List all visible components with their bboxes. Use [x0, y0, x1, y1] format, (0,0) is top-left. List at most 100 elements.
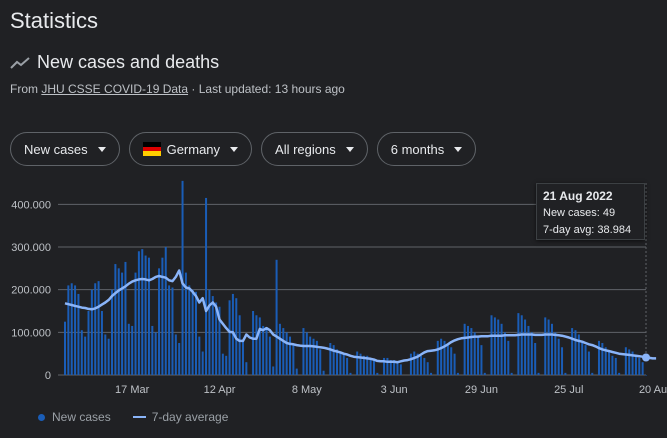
bar[interactable] — [265, 328, 268, 375]
bar[interactable] — [453, 353, 456, 375]
bar[interactable] — [117, 268, 120, 375]
bar[interactable] — [221, 353, 224, 375]
bar[interactable] — [624, 347, 627, 375]
bar[interactable] — [450, 347, 453, 375]
bar[interactable] — [510, 372, 513, 375]
bar[interactable] — [84, 336, 87, 375]
metric-dropdown[interactable]: New cases — [10, 132, 120, 166]
bar[interactable] — [490, 315, 493, 375]
bar[interactable] — [618, 372, 621, 375]
bar[interactable] — [557, 338, 560, 375]
bar[interactable] — [544, 317, 547, 375]
bar[interactable] — [147, 257, 150, 375]
bar[interactable] — [322, 370, 325, 375]
bar[interactable] — [497, 319, 500, 375]
bar[interactable] — [561, 347, 564, 375]
bar[interactable] — [67, 285, 70, 375]
bar[interactable] — [584, 345, 587, 375]
bar[interactable] — [121, 272, 124, 375]
bar[interactable] — [493, 317, 496, 375]
bar[interactable] — [77, 293, 80, 375]
bar[interactable] — [168, 285, 171, 375]
bar[interactable] — [215, 302, 218, 375]
source-link[interactable]: JHU CSSE COVID-19 Data — [41, 82, 189, 96]
bar[interactable] — [198, 336, 201, 375]
bar[interactable] — [608, 351, 611, 375]
bar[interactable] — [507, 340, 510, 375]
bar[interactable] — [184, 272, 187, 375]
bar[interactable] — [205, 197, 208, 375]
bar[interactable] — [483, 372, 486, 375]
bar[interactable] — [389, 360, 392, 375]
bar[interactable] — [372, 360, 375, 375]
bar[interactable] — [137, 251, 140, 375]
bar[interactable] — [443, 340, 446, 375]
bar[interactable] — [356, 351, 359, 375]
bar[interactable] — [547, 319, 550, 375]
bar[interactable] — [426, 362, 429, 375]
bar[interactable] — [295, 368, 298, 375]
bar[interactable] — [550, 323, 553, 375]
bar[interactable] — [144, 255, 147, 375]
bar[interactable] — [517, 313, 520, 375]
bar[interactable] — [359, 353, 362, 375]
bar[interactable] — [587, 351, 590, 375]
bar[interactable] — [238, 315, 241, 375]
bar[interactable] — [369, 357, 372, 375]
bar[interactable] — [74, 285, 77, 375]
bar[interactable] — [319, 349, 322, 375]
bar[interactable] — [332, 345, 335, 375]
bar[interactable] — [161, 257, 164, 375]
bar[interactable] — [440, 338, 443, 375]
bar[interactable] — [611, 355, 614, 375]
bar[interactable] — [164, 247, 167, 375]
bar[interactable] — [154, 332, 157, 375]
bar[interactable] — [349, 372, 352, 375]
bar[interactable] — [90, 289, 93, 375]
bar[interactable] — [70, 283, 73, 375]
bar[interactable] — [396, 362, 399, 375]
bar[interactable] — [218, 306, 221, 375]
bar[interactable] — [312, 338, 315, 375]
bar[interactable] — [107, 338, 110, 375]
bar[interactable] — [188, 285, 191, 375]
bar[interactable] — [631, 351, 634, 375]
bar[interactable] — [467, 325, 470, 375]
bar[interactable] — [456, 372, 459, 375]
bar[interactable] — [305, 332, 308, 375]
bar[interactable] — [416, 353, 419, 375]
bar[interactable] — [241, 340, 244, 375]
bar[interactable] — [272, 366, 275, 375]
bar[interactable] — [571, 328, 574, 375]
bar[interactable] — [413, 351, 416, 375]
bar[interactable] — [245, 362, 248, 375]
bar[interactable] — [100, 311, 103, 375]
bar[interactable] — [127, 323, 130, 375]
bar[interactable] — [228, 300, 231, 375]
bar[interactable] — [194, 291, 197, 375]
bar[interactable] — [500, 323, 503, 375]
bar[interactable] — [339, 351, 342, 375]
bar[interactable] — [104, 334, 107, 375]
bar[interactable] — [252, 311, 255, 375]
bar[interactable] — [527, 325, 530, 375]
bar[interactable] — [336, 349, 339, 375]
bar[interactable] — [534, 343, 537, 375]
bar[interactable] — [577, 334, 580, 375]
bar[interactable] — [638, 357, 641, 375]
bar[interactable] — [503, 332, 506, 375]
bar[interactable] — [470, 328, 473, 375]
bar[interactable] — [64, 321, 66, 375]
bar[interactable] — [383, 357, 386, 375]
bar[interactable] — [97, 281, 100, 375]
bar[interactable] — [275, 259, 278, 375]
bar[interactable] — [174, 334, 177, 375]
bar[interactable] — [399, 364, 402, 375]
bar[interactable] — [604, 347, 607, 375]
bar[interactable] — [315, 340, 318, 375]
bar[interactable] — [292, 345, 295, 375]
bar[interactable] — [524, 319, 527, 375]
bar[interactable] — [409, 353, 412, 375]
bar[interactable] — [114, 264, 117, 375]
bar[interactable] — [520, 315, 523, 375]
